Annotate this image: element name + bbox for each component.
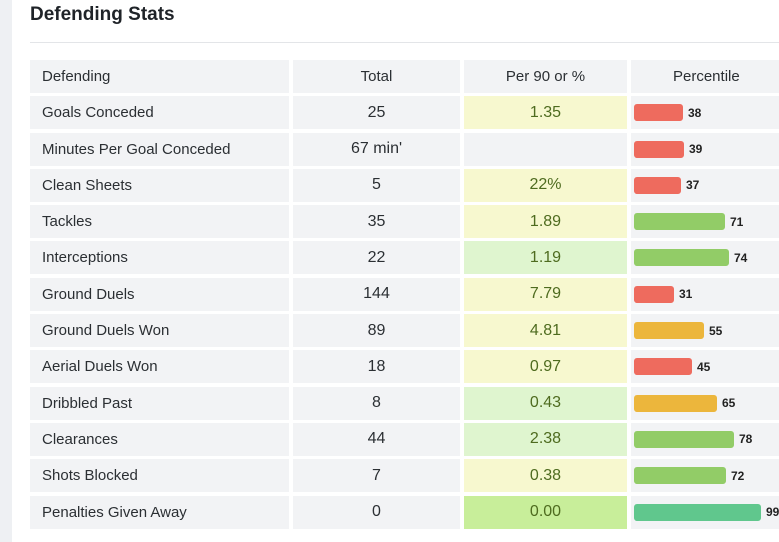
stat-total-cell: 18 [293, 350, 460, 384]
percentile-bar [634, 176, 681, 194]
defending-stats-table: Defending Total Per 90 or % Percentile G… [30, 60, 779, 532]
stat-per90-cell: 0.00 [464, 495, 627, 529]
stat-percentile-cell: 39 [631, 132, 779, 166]
table-row: Tackles 35 1.89 71 [30, 205, 779, 239]
percentile-bar [634, 430, 734, 448]
stat-name-cell: Aerial Duels Won [30, 350, 289, 384]
stat-name-cell: Goals Conceded [30, 96, 289, 130]
stat-per90-cell: 1.35 [464, 96, 627, 130]
stat-percentile-cell: 37 [631, 168, 779, 202]
stat-per90-cell: 0.38 [464, 459, 627, 493]
stat-per90-cell: 2.38 [464, 422, 627, 456]
percentile-bar [634, 467, 726, 485]
table-row: Ground Duels 144 7.79 31 [30, 277, 779, 311]
percentile-value: 45 [697, 359, 711, 374]
stat-name-cell: Penalties Given Away [30, 495, 289, 529]
stat-percentile-cell: 38 [631, 96, 779, 130]
stat-total-cell: 5 [293, 168, 460, 202]
stat-per90-cell: 0.97 [464, 350, 627, 384]
percentile-bar [634, 249, 729, 267]
stat-name-cell: Ground Duels Won [30, 314, 289, 348]
stat-per90-cell: 0.43 [464, 386, 627, 420]
table-row: Dribbled Past 8 0.43 65 [30, 386, 779, 420]
stat-total-cell: 22 [293, 241, 460, 275]
left-sidebar-strip [0, 0, 12, 542]
stat-percentile-cell: 45 [631, 350, 779, 384]
column-header-total: Total [293, 60, 460, 93]
stat-total-cell: 89 [293, 314, 460, 348]
stat-total-cell: 67 min' [293, 132, 460, 166]
percentile-value: 39 [689, 142, 703, 157]
percentile-bar [634, 104, 683, 122]
percentile-value: 55 [709, 323, 723, 338]
stat-name-cell: Minutes Per Goal Conceded [30, 132, 289, 166]
table-row: Ground Duels Won 89 4.81 55 [30, 314, 779, 348]
stat-name-cell: Shots Blocked [30, 459, 289, 493]
percentile-value: 71 [730, 214, 744, 229]
percentile-bar [634, 140, 684, 158]
table-row: Minutes Per Goal Conceded 67 min' 39 [30, 132, 779, 166]
percentile-value: 74 [734, 250, 748, 265]
percentile-bar [634, 358, 692, 376]
title-divider [30, 42, 779, 43]
stat-per90-cell: 1.89 [464, 205, 627, 239]
stat-name-cell: Interceptions [30, 241, 289, 275]
percentile-bar [634, 285, 674, 303]
stat-total-cell: 44 [293, 422, 460, 456]
percentile-bar [634, 322, 704, 340]
percentile-value: 37 [686, 178, 700, 193]
percentile-value: 72 [731, 468, 745, 483]
stat-per90-cell: 4.81 [464, 314, 627, 348]
stat-per90-cell: 7.79 [464, 277, 627, 311]
section-title: Defending Stats [30, 4, 175, 25]
stat-name-cell: Dribbled Past [30, 386, 289, 420]
stat-percentile-cell: 99 [631, 495, 779, 529]
stat-percentile-cell: 65 [631, 386, 779, 420]
percentile-value: 78 [739, 432, 753, 447]
stat-total-cell: 7 [293, 459, 460, 493]
stat-percentile-cell: 78 [631, 422, 779, 456]
stat-name-cell: Clean Sheets [30, 168, 289, 202]
table-row: Goals Conceded 25 1.35 38 [30, 96, 779, 130]
percentile-value: 38 [688, 105, 702, 120]
stat-total-cell: 25 [293, 96, 460, 130]
column-header-defending: Defending [30, 60, 289, 93]
percentile-bar [634, 394, 717, 412]
stat-percentile-cell: 72 [631, 459, 779, 493]
stat-per90-cell: 22% [464, 168, 627, 202]
stat-total-cell: 144 [293, 277, 460, 311]
table-row: Clean Sheets 5 22% 37 [30, 168, 779, 202]
defending-stats-panel: Defending Stats Defending Total Per 90 o… [12, 0, 779, 542]
stat-name-cell: Tackles [30, 205, 289, 239]
stat-percentile-cell: 74 [631, 241, 779, 275]
table-header-row: Defending Total Per 90 or % Percentile [30, 60, 779, 93]
table-row: Aerial Duels Won 18 0.97 45 [30, 350, 779, 384]
table-row: Clearances 44 2.38 78 [30, 422, 779, 456]
stat-name-cell: Clearances [30, 422, 289, 456]
stat-percentile-cell: 71 [631, 205, 779, 239]
table-row: Interceptions 22 1.19 74 [30, 241, 779, 275]
table-row: Penalties Given Away 0 0.00 99 [30, 495, 779, 529]
stat-per90-cell: 1.19 [464, 241, 627, 275]
percentile-bar [634, 503, 761, 521]
percentile-value: 31 [679, 287, 693, 302]
percentile-value: 65 [722, 396, 736, 411]
stat-percentile-cell: 55 [631, 314, 779, 348]
percentile-value: 99 [766, 505, 779, 520]
stat-total-cell: 0 [293, 495, 460, 529]
column-header-percentile: Percentile [631, 60, 779, 93]
table-row: Shots Blocked 7 0.38 72 [30, 459, 779, 493]
stat-total-cell: 35 [293, 205, 460, 239]
stat-name-cell: Ground Duels [30, 277, 289, 311]
stat-total-cell: 8 [293, 386, 460, 420]
column-header-per90: Per 90 or % [464, 60, 627, 93]
percentile-bar [634, 213, 725, 231]
stat-per90-cell [464, 132, 627, 166]
stat-percentile-cell: 31 [631, 277, 779, 311]
